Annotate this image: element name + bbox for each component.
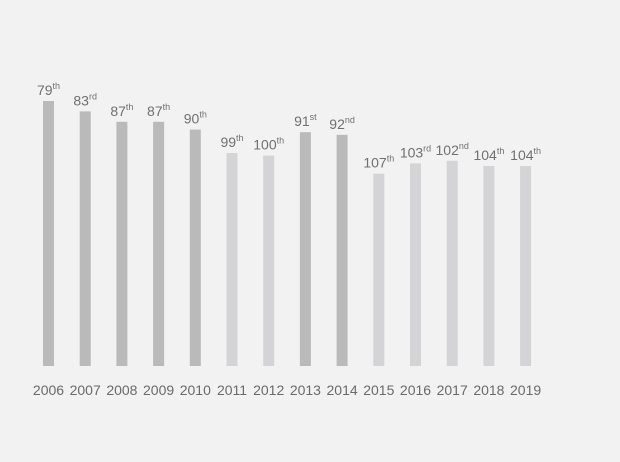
rank-label-2019: 104th (510, 146, 541, 163)
rank-number: 83 (73, 92, 89, 108)
rank-number: 104 (473, 147, 497, 163)
rank-label-2007: 83rd (73, 91, 97, 108)
bar-2007 (79, 111, 91, 367)
bar-2011 (226, 153, 238, 366)
rank-label-2008: 87th (110, 102, 133, 119)
bar-2009 (153, 121, 165, 366)
bar-2013 (299, 132, 311, 366)
rank-number: 79 (37, 82, 53, 98)
year-label-2016: 2016 (400, 382, 431, 398)
rank-label-2014: 92nd (329, 115, 355, 132)
rank-suffix: rd (89, 91, 97, 101)
rank-suffix: th (199, 110, 207, 120)
rank-suffix: th (163, 102, 171, 112)
rank-label-2018: 104th (473, 146, 504, 163)
rank-suffix: th (236, 133, 244, 143)
year-label-2014: 2014 (327, 382, 358, 398)
year-label-2015: 2015 (363, 382, 394, 398)
bar-2017 (446, 160, 458, 366)
bar-2006 (43, 101, 54, 366)
rank-suffix: th (387, 154, 395, 164)
rank-label-2011: 99th (220, 133, 243, 150)
rank-number: 87 (110, 103, 126, 119)
rank-label-2006: 79th (37, 81, 60, 98)
year-label-2019: 2019 (510, 382, 541, 398)
year-label-2008: 2008 (106, 382, 137, 398)
rank-number: 100 (253, 137, 277, 153)
rank-label-2013: 91st (294, 112, 317, 129)
rank-label-2009: 87th (147, 102, 170, 119)
rank-number: 107 (363, 155, 387, 171)
rank-suffix: th (534, 146, 542, 156)
year-label-2018: 2018 (473, 382, 504, 398)
year-label-2013: 2013 (290, 382, 321, 398)
rank-label-2016: 103rd (400, 143, 431, 160)
bar-2012 (263, 155, 275, 366)
rank-suffix: st (310, 112, 318, 122)
rank-label-2012: 100th (253, 136, 284, 153)
rank-number: 91 (294, 113, 310, 129)
year-label-2010: 2010 (180, 382, 211, 398)
bar-2015 (373, 173, 385, 366)
year-label-2006: 2006 (33, 382, 64, 398)
rank-suffix: th (497, 146, 505, 156)
rank-label-2010: 90th (184, 110, 207, 127)
rank-number: 87 (147, 103, 163, 119)
year-label-2011: 2011 (217, 382, 247, 398)
bar-group (43, 101, 532, 367)
rank-suffix: nd (345, 115, 355, 125)
rank-label-2017: 102nd (436, 141, 469, 158)
year-label-2012: 2012 (253, 382, 284, 398)
rank-number: 92 (329, 116, 345, 132)
bar-2019 (520, 166, 532, 366)
bar-2008 (116, 121, 128, 366)
bar-2014 (336, 134, 348, 366)
rank-number: 102 (436, 142, 460, 158)
year-label-group: 2006 2007 2008 2009 2010 2011 2012 2013 2014 2015… (33, 382, 541, 398)
year-label-2009: 2009 (143, 382, 174, 398)
bar-2016 (410, 163, 421, 366)
rank-number: 104 (510, 147, 534, 163)
rank-number: 103 (400, 144, 424, 160)
rank-suffix: nd (459, 141, 469, 151)
bar-2010 (189, 129, 201, 366)
rank-suffix: th (277, 136, 285, 146)
year-label-2017: 2017 (437, 382, 468, 398)
rank-suffix: th (126, 102, 134, 112)
bar-2018 (483, 166, 495, 366)
year-label-2007: 2007 (70, 382, 101, 398)
rank-number: 99 (220, 134, 236, 150)
rank-suffix: rd (423, 143, 431, 153)
rank-suffix: th (53, 81, 61, 91)
rank-number: 90 (184, 111, 200, 127)
rank-label-2015: 107th (363, 154, 394, 171)
